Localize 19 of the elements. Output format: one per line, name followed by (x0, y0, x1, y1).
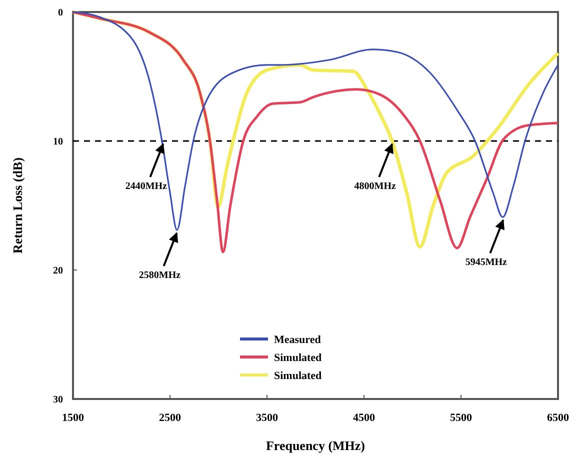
x-tick-label: 4500 (353, 412, 376, 424)
legend-label: Simulated (274, 370, 322, 382)
annotation: 2440MHz (125, 181, 168, 192)
x-tick-label: 2500 (159, 412, 182, 424)
y-tick-label: 20 (53, 266, 63, 276)
x-tick-label: 5500 (450, 412, 472, 424)
x-axis-title: Frequency (MHz) (266, 438, 366, 453)
legend-label: Simulated (274, 352, 322, 364)
y-tick-label: 10 (53, 136, 63, 148)
y-tick-label: 30 (53, 394, 63, 406)
annotation: 4800MHz (354, 181, 396, 192)
x-tick-label: 6500 (547, 412, 570, 424)
y-axis-title: Return Loss (dB) (10, 157, 25, 254)
annotation: 5945MHz (465, 257, 508, 268)
y-tick-label: 0 (58, 8, 63, 18)
annotation: 2580MHz (138, 270, 182, 282)
x-tick-label: 3500 (256, 412, 278, 424)
legend-label: Measured (274, 334, 321, 346)
x-tick-label: 1500 (62, 412, 84, 424)
